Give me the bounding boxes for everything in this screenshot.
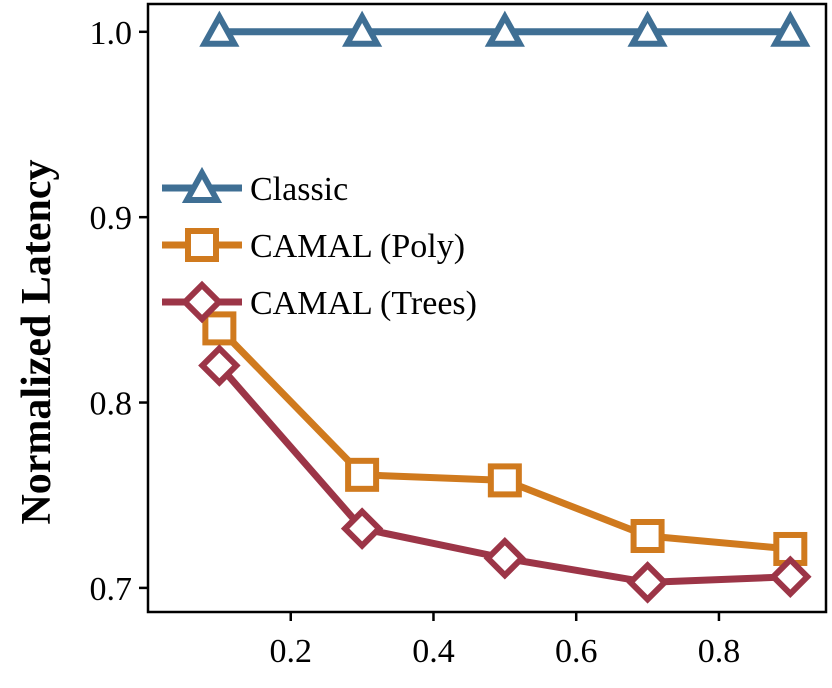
x-tick-label-0: 0.2 — [269, 633, 312, 670]
data-point-camal-trees-2 — [483, 537, 527, 580]
data-point-camal-poly-2 — [487, 463, 522, 498]
data-point-camal-poly-1 — [345, 457, 380, 492]
y-axis-title: Normalized Latency — [14, 159, 60, 524]
x-tick-label-3: 0.8 — [698, 633, 741, 670]
data-point-classic-4 — [770, 10, 811, 47]
legend-label-classic: Classic — [250, 171, 348, 208]
series-classic — [199, 10, 811, 47]
series-camal-poly — [202, 311, 808, 566]
legend-label-camal-trees: CAMAL (Trees) — [250, 285, 477, 322]
legend-marker-camal-trees — [180, 280, 224, 324]
data-point-classic-2 — [484, 10, 525, 47]
series-camal-trees — [198, 344, 812, 604]
legend-item-classic: Classic — [162, 166, 348, 208]
y-tick-label-0: 0.7 — [90, 571, 133, 608]
data-point-camal-poly-0 — [202, 311, 237, 346]
axes-layer: 0.2 0.4 0.6 0.8 0.7 0.8 0.9 1.0 — [90, 2, 828, 670]
data-point-camal-poly-3 — [630, 519, 665, 553]
y-tick-label-3: 1.0 — [90, 15, 133, 52]
data-point-classic-0 — [199, 10, 240, 47]
legend-label-camal-poly: CAMAL (Poly) — [250, 228, 465, 265]
legend-item-camal-poly: CAMAL (Poly) — [162, 228, 465, 265]
series-layer — [198, 10, 812, 604]
data-point-classic-1 — [342, 10, 383, 47]
data-point-classic-3 — [627, 10, 668, 47]
y-tick-label-1: 0.8 — [90, 386, 133, 423]
data-point-camal-trees-0 — [198, 344, 241, 387]
data-point-camal-trees-3 — [626, 561, 669, 604]
legend: Classic CAMAL (Poly) CAMAL (Trees) — [162, 166, 477, 324]
data-point-camal-trees-4 — [769, 555, 812, 599]
series-line-camal-poly — [216, 325, 791, 553]
legend-marker-camal-poly — [185, 228, 219, 262]
x-tick-label-1: 0.4 — [412, 633, 455, 670]
plot-frame — [146, 2, 828, 614]
x-tick-label-2: 0.6 — [555, 633, 598, 670]
legend-item-camal-trees: CAMAL (Trees) — [162, 280, 477, 324]
legend-marker-classic — [181, 166, 223, 203]
y-tick-label-2: 0.9 — [90, 200, 133, 237]
data-point-camal-trees-1 — [340, 507, 384, 550]
